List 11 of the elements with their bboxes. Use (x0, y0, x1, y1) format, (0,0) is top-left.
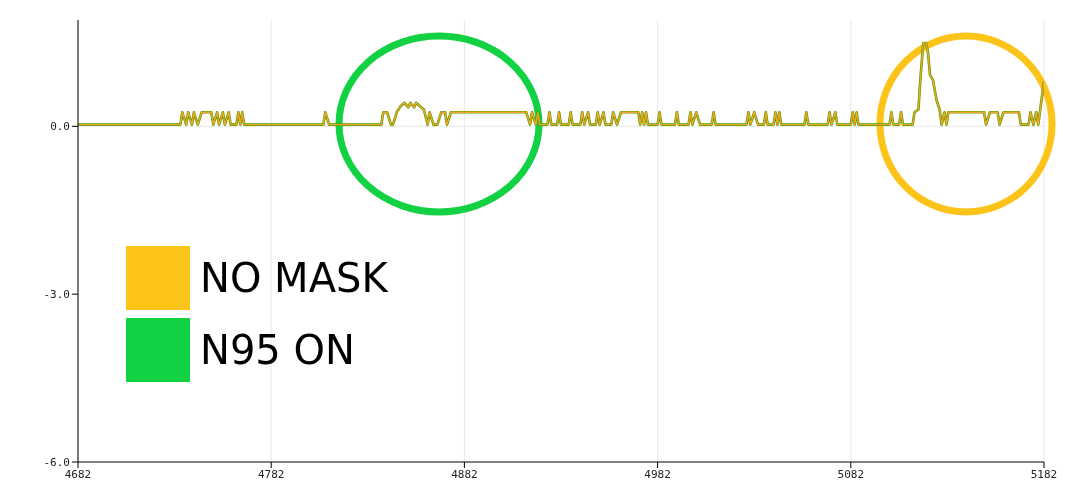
x-tick-label: 4882 (451, 467, 478, 481)
x-tick-label: 5082 (837, 467, 865, 481)
y-tick-label: -3.0 (43, 288, 70, 302)
annotation: NO MASK (200, 255, 388, 301)
x-tick-label: 4982 (644, 467, 671, 481)
x-tick-label: 4682 (64, 467, 92, 481)
y-tick-label: -6.0 (43, 455, 70, 469)
y-tick-label: 0.0 (50, 120, 70, 134)
annotation: N95 ON (200, 327, 355, 373)
x-tick-label: 5182 (1030, 467, 1058, 481)
x-tick-label: 4782 (257, 467, 285, 481)
